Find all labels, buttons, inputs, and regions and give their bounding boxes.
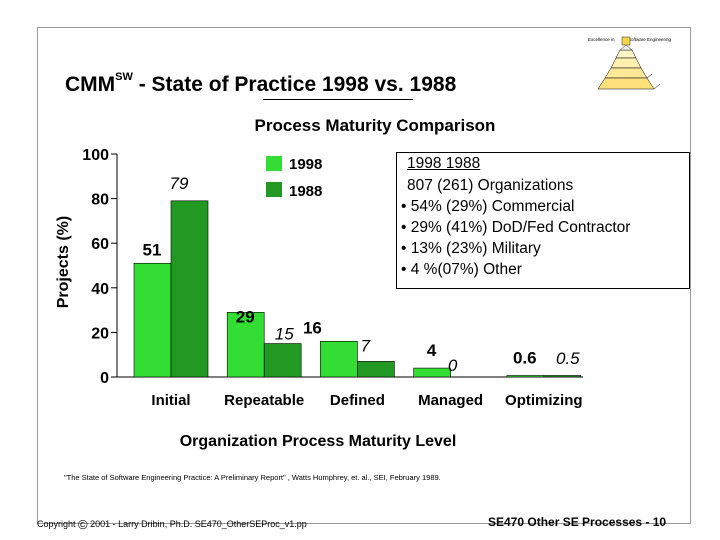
- bar-1988-optimizing: [543, 375, 582, 378]
- title-prefix: CMM: [65, 73, 116, 96]
- copyright-prefix: Copyright: [37, 519, 76, 529]
- chart-bars: [133, 200, 582, 378]
- chart-category-labels: Initial Repeatable Defined Managed Optimizin…: [151, 392, 582, 409]
- infobox-line-organizations: 807 (261) Organizations: [407, 177, 574, 194]
- value-label-1988-managed: 0: [448, 356, 458, 375]
- citation-text: "The State of Software Engineering Pract…: [64, 473, 441, 482]
- chart-y-axis-label: Projects (%): [55, 216, 72, 308]
- title-underline: [263, 99, 413, 100]
- bar-1998-repeatable: [226, 312, 265, 378]
- value-label-1998-managed: 4: [427, 341, 437, 360]
- value-label-1998-defined: 16: [303, 318, 322, 337]
- bar-1988-defined: [357, 361, 395, 378]
- value-label-1988-optimizing: 0.5: [556, 349, 580, 368]
- slide-frame: [37, 27, 691, 524]
- bar-1988-repeatable: [263, 343, 302, 378]
- value-label-1998-optimizing: 0.6: [513, 349, 537, 368]
- chart-title: Process Maturity Comparison: [255, 116, 496, 135]
- y-tick-label: 100: [82, 147, 109, 164]
- bar-1988-initial: [170, 200, 209, 378]
- category-label-repeatable: Repeatable: [224, 392, 304, 409]
- bar-1998-initial: [133, 262, 172, 378]
- y-tick-label: 20: [91, 325, 109, 342]
- y-tick-label: 60: [91, 236, 109, 253]
- value-label-1988-defined: 7: [361, 336, 371, 355]
- logo-right-text: Software Engineering: [628, 37, 672, 42]
- chart-x-axis-label: Organization Process Maturity Level: [180, 433, 457, 450]
- copyright-notice: Copyright © 2001 - Larry Dribin, Ph.D. S…: [37, 515, 307, 532]
- infobox-line-dod: • 29% (41%) DoD/Fed Contractor: [401, 219, 631, 236]
- title-superscript: SW: [115, 71, 133, 83]
- legend-swatch-1988: [266, 182, 282, 197]
- category-label-initial: Initial: [151, 392, 190, 409]
- y-tick-label: 80: [91, 192, 109, 209]
- sei-pyramid-logo: Excellence in Software Engineering: [588, 36, 672, 90]
- y-tick-label: 40: [91, 281, 109, 298]
- title-rest: - State of Practice 1998 vs. 1988: [132, 73, 457, 96]
- value-label-1988-initial: 79: [170, 174, 189, 193]
- category-label-managed: Managed: [418, 392, 483, 409]
- page-number-label: SE470 Other SE Processes - 10: [488, 515, 667, 529]
- infobox-line-military: • 13% (23%) Military: [401, 240, 541, 257]
- bar-1998-managed: [413, 367, 451, 378]
- infobox-header: 1998 1988: [407, 155, 481, 172]
- chart-value-labels: 51 79 29 15 16 7 40 0.6 0.5: [143, 174, 581, 375]
- organization-breakdown-box: 1998 1988 807 (261) Organizations • 54% …: [396, 152, 690, 289]
- category-label-optimizing: Optimizing: [505, 392, 583, 409]
- value-label-1988-repeatable: 15: [275, 325, 294, 344]
- copyright-symbol: ©: [78, 517, 88, 532]
- y-tick-label: 0: [100, 370, 109, 387]
- legend-label-1988: 1988: [289, 183, 322, 200]
- value-label-1998-initial: 51: [143, 240, 162, 259]
- infobox-line-other: • 4 %(07%) Other: [401, 261, 522, 278]
- bar-1998-optimizing: [506, 375, 545, 378]
- copyright-rest: 2001 - Larry Dribin, Ph.D. SE470_OtherSE…: [90, 519, 307, 529]
- legend-label-1998: 1998: [289, 156, 322, 173]
- legend-swatch-1998: [266, 156, 282, 171]
- category-label-defined: Defined: [330, 392, 385, 409]
- bar-1998-defined: [320, 341, 358, 378]
- page-title: CMMSW - State of Practice 1998 vs. 1988: [65, 71, 457, 97]
- logo-left-text: Excellence in: [588, 37, 615, 42]
- infobox-line-commercial: • 54% (29%) Commercial: [401, 198, 575, 215]
- value-label-1998-repeatable: 29: [236, 307, 255, 326]
- chart-legend: 1998 1988: [266, 156, 322, 200]
